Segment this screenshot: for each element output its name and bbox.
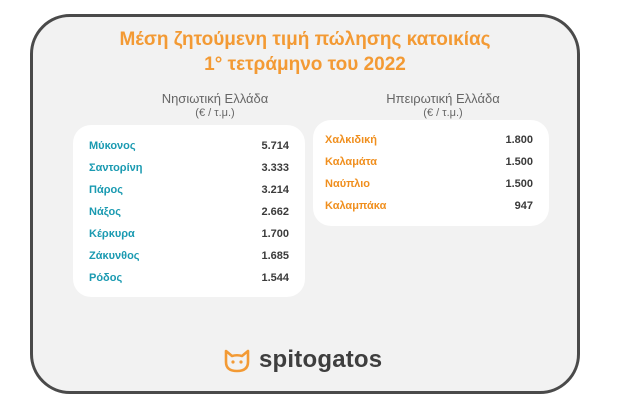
mainland-heading: Ηπειρωτική Ελλάδα (€ / τ.μ.): [343, 91, 543, 121]
location-name: Χαλκιδική: [325, 134, 377, 146]
location-name: Κέρκυρα: [89, 228, 135, 240]
title-line-2: 1° τετράμηνο του 2022: [204, 54, 406, 75]
price-value: 5.714: [261, 140, 289, 152]
price-value: 3.333: [261, 162, 289, 174]
price-value: 3.214: [261, 184, 289, 196]
price-value: 2.662: [261, 206, 289, 218]
mainland-price-table: Χαλκιδική 1.800 Καλαμάτα 1.500 Ναύπλιο 1.50…: [313, 120, 549, 226]
table-row: Κέρκυρα 1.700: [73, 223, 305, 245]
table-row: Ρόδος 1.544: [73, 267, 305, 289]
table-row: Ζάκυνθος 1.685: [73, 245, 305, 267]
island-heading-label: Νησιωτική Ελλάδα: [161, 91, 269, 106]
location-name: Ναύπλιο: [325, 178, 371, 190]
spitogatos-logo: spitogatos: [223, 345, 382, 375]
price-value: 1.500: [505, 178, 533, 190]
cat-head-icon: [224, 349, 250, 373]
price-value: 1.800: [505, 134, 533, 146]
infographic-frame: Μέση ζητούμενη τιμή πώλησης κατοικίας 1°…: [30, 14, 580, 394]
table-row: Καλαμάτα 1.500: [313, 151, 549, 173]
brand-name: spitogatos: [259, 346, 383, 373]
price-value: 947: [514, 200, 533, 212]
location-name: Ρόδος: [89, 272, 123, 284]
price-value: 1.500: [505, 156, 533, 168]
island-heading: Νησιωτική Ελλάδα (€ / τ.μ.): [115, 91, 315, 121]
table-row: Ναύπλιο 1.500: [313, 173, 549, 195]
island-unit-label: (€ / τ.μ.): [195, 107, 235, 119]
location-name: Πάρος: [89, 184, 123, 196]
table-row: Μύκονος 5.714: [73, 135, 305, 157]
infographic-title: Μέση ζητούμενη τιμή πώλησης κατοικίας 1°…: [33, 27, 577, 77]
table-row: Νάξος 2.662: [73, 201, 305, 223]
table-row: Καλαμπάκα 947: [313, 195, 549, 217]
location-name: Σαντορίνη: [89, 162, 143, 174]
island-price-table: Μύκονος 5.714 Σαντορίνη 3.333 Πάρος 3.214 Ν…: [73, 125, 305, 297]
location-name: Καλαμπάκα: [325, 200, 387, 212]
table-row: Σαντορίνη 3.333: [73, 157, 305, 179]
table-row: Πάρος 3.214: [73, 179, 305, 201]
title-line-1: Μέση ζητούμενη τιμή πώλησης κατοικίας: [119, 29, 491, 50]
location-name: Καλαμάτα: [325, 156, 378, 168]
mainland-heading-label: Ηπειρωτική Ελλάδα: [386, 91, 500, 106]
mainland-unit-label: (€ / τ.μ.): [423, 107, 463, 119]
table-row: Χαλκιδική 1.800: [313, 129, 549, 151]
price-value: 1.700: [261, 228, 289, 240]
price-value: 1.544: [261, 272, 289, 284]
location-name: Νάξος: [89, 206, 121, 218]
price-value: 1.685: [261, 250, 289, 262]
location-name: Ζάκυνθος: [89, 250, 140, 262]
location-name: Μύκονος: [89, 140, 136, 152]
